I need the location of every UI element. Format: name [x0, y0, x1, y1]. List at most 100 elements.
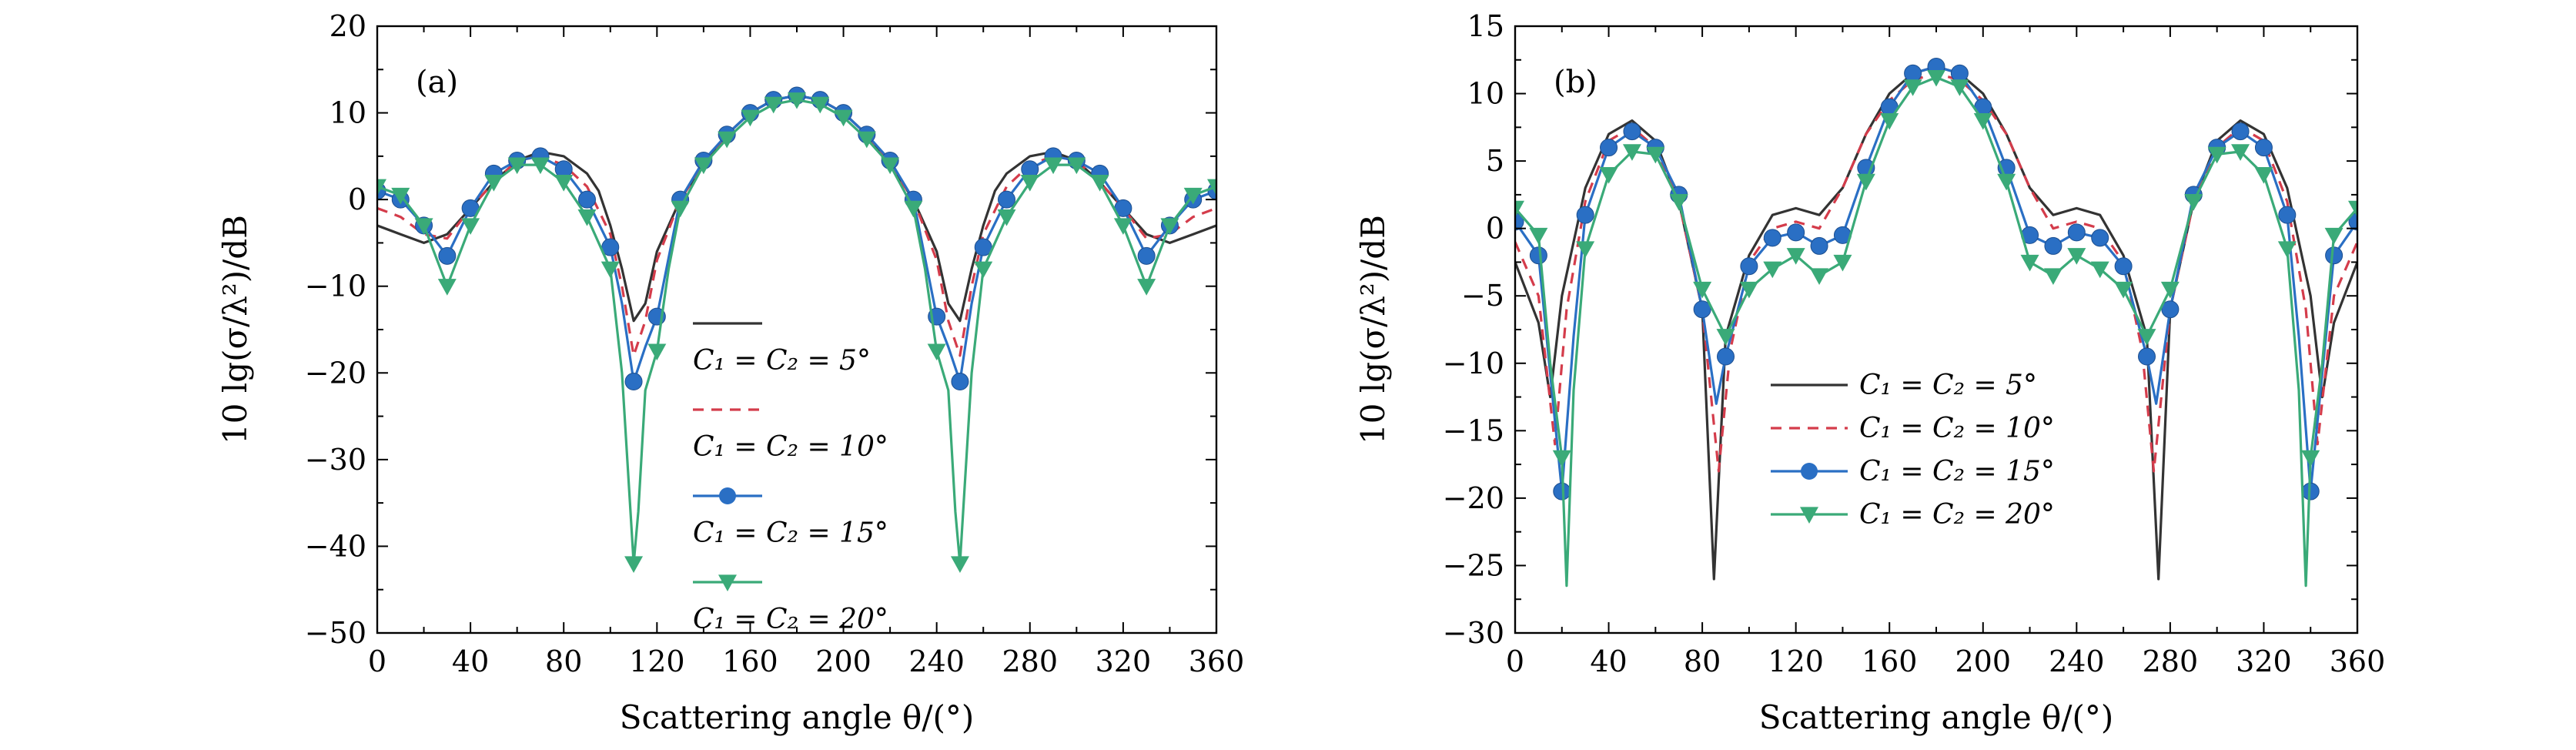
panel-a-chart: 0 40 80 120 160 200 240 280 320 360−50−40−30−20−1… — [216, 9, 1244, 736]
x-tick-label: 120 — [629, 645, 685, 678]
series-4-marker — [834, 109, 853, 127]
x-tick-label: 160 — [1862, 645, 1918, 678]
series-4-marker — [1599, 167, 1618, 184]
series-4-marker — [1552, 450, 1571, 467]
series-3-marker — [624, 373, 643, 391]
y-tick-label: −25 — [1443, 548, 1504, 582]
series-4-marker — [927, 343, 946, 361]
legend: C₁ = C₂ = 5° C₁ = C₂ = 10° C₁ = C₂ = 15° C₁… — [1771, 370, 2055, 531]
series-4-marker — [391, 187, 410, 205]
series-4-marker — [2090, 261, 2109, 279]
y-tick-label: 0 — [348, 182, 366, 216]
series-4-marker — [507, 157, 527, 175]
y-tick-label: 5 — [1486, 144, 1504, 178]
y-tick-label: 0 — [1486, 212, 1504, 246]
series-4-marker — [2324, 227, 2343, 245]
series-4-marker — [2114, 281, 2133, 299]
series-3-marker — [1810, 236, 1828, 255]
series-4-marker — [530, 157, 550, 175]
x-tick-label: 40 — [452, 645, 489, 678]
panel-label: (a) — [416, 65, 458, 100]
series-4-marker — [377, 179, 386, 196]
series-4-marker — [741, 109, 760, 127]
y-tick-label: −40 — [305, 529, 366, 563]
legend-entry-label: C₁ = C₂ = 10° — [693, 431, 888, 463]
series-4-marker — [764, 96, 783, 114]
series-4-marker — [1515, 200, 1524, 218]
series-4-marker — [671, 200, 690, 218]
series-3-marker — [2067, 223, 2086, 242]
series-4-marker — [2207, 146, 2226, 164]
x-tick-label: 320 — [1096, 645, 1152, 678]
series-4-marker — [1160, 218, 1179, 235]
x-tick-label: 40 — [1590, 645, 1627, 678]
series-line-2 — [377, 94, 1216, 357]
series-4-marker — [1137, 279, 1156, 296]
legend-entry-label: C₁ = C₂ = 5° — [1859, 370, 2037, 401]
x-tick-label: 0 — [1506, 645, 1524, 678]
series-3-marker — [951, 373, 969, 391]
series-4-marker — [788, 92, 806, 109]
series-3-marker — [1529, 246, 1547, 265]
y-tick-label: −10 — [1443, 347, 1504, 380]
series-4-marker — [1020, 175, 1039, 192]
series-3-marker — [1717, 347, 1735, 366]
legend-swatch-marker — [719, 487, 736, 504]
series-3-marker — [998, 190, 1015, 209]
series-4-marker — [1973, 112, 1992, 130]
series-4-marker — [1622, 144, 1641, 161]
series-4-marker — [1810, 268, 1829, 285]
series-4-marker — [2231, 144, 2250, 161]
y-tick-label: 10 — [1467, 77, 1504, 111]
series-4-marker — [694, 157, 713, 175]
series-4-marker — [577, 209, 597, 226]
series-4-marker — [1903, 79, 1922, 96]
series-3-marker — [2254, 139, 2273, 157]
series-4-marker — [1646, 146, 1665, 164]
series-group — [1515, 58, 2357, 588]
x-tick-label: 360 — [2330, 645, 2386, 678]
series-3-marker — [2114, 257, 2133, 276]
y-tick-label: 20 — [330, 9, 366, 43]
series-line-1 — [377, 94, 1216, 323]
series-4-marker — [2254, 167, 2273, 184]
series-4-marker — [2277, 241, 2297, 258]
legend-swatch-marker — [1800, 507, 1818, 524]
series-4-marker — [1880, 112, 1899, 130]
series-4-marker — [1207, 179, 1216, 196]
series-4-marker — [2043, 268, 2062, 285]
legend-entry-label: C₁ = C₂ = 20° — [1859, 499, 2055, 531]
legend-entry-label: C₁ = C₂ = 15° — [693, 517, 888, 549]
series-4-marker — [1044, 157, 1063, 175]
series-4-marker — [601, 261, 620, 279]
series-4-marker — [1090, 175, 1109, 192]
legend: C₁ = C₂ = 5° C₁ = C₂ = 10° C₁ = C₂ = 15° C₁… — [693, 322, 888, 635]
series-3-marker — [1600, 139, 1618, 157]
x-tick-label: 280 — [1002, 645, 1059, 678]
x-tick-label: 240 — [908, 645, 965, 678]
x-axis-label: Scattering angle θ/(°) — [1759, 698, 2114, 736]
series-4-marker — [2348, 200, 2357, 218]
series-3-marker — [1623, 122, 1641, 141]
x-tick-label: 200 — [1955, 645, 2012, 678]
series-4-marker — [554, 175, 574, 192]
series-4-marker — [904, 200, 923, 218]
x-tick-label: 200 — [815, 645, 871, 678]
series-4-marker — [484, 175, 503, 192]
x-tick-label: 80 — [1684, 645, 1721, 678]
series-4-marker — [718, 131, 737, 149]
series-3-marker — [2044, 236, 2062, 255]
series-4-marker — [624, 556, 644, 573]
legend-entry-label: C₁ = C₂ = 5° — [693, 345, 871, 377]
series-4-marker — [1669, 194, 1688, 211]
legend-entry-label: C₁ = C₂ = 20° — [693, 604, 888, 635]
series-4-marker — [950, 556, 969, 573]
y-tick-label: −10 — [305, 270, 366, 303]
series-3-marker — [438, 246, 457, 265]
y-axis-label: 10 lg(σ/λ²)/dB — [1354, 215, 1392, 444]
series-3-marker — [2161, 300, 2180, 319]
series-3-marker — [2278, 206, 2297, 224]
series-4-marker — [974, 261, 993, 279]
series-4-marker — [2301, 450, 2320, 467]
